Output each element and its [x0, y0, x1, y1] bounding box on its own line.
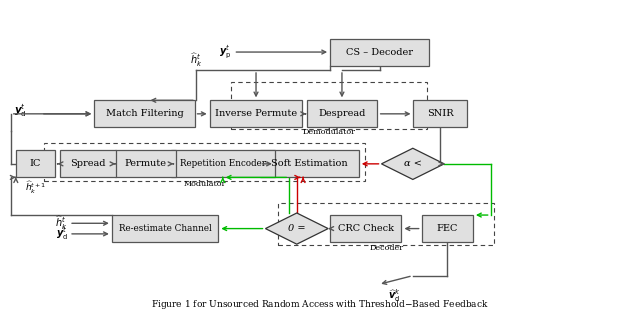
Text: Decoder: Decoder	[369, 244, 404, 252]
Text: Figure 1 for Unsourced Random Access with Threshold$-$Based Feedback: Figure 1 for Unsourced Random Access wit…	[151, 298, 489, 311]
Text: Inverse Permute: Inverse Permute	[215, 109, 297, 118]
FancyBboxPatch shape	[260, 150, 359, 177]
Text: $\widehat{h}^{t+1}_k$: $\widehat{h}^{t+1}_k$	[24, 180, 46, 196]
FancyBboxPatch shape	[115, 150, 176, 177]
Polygon shape	[381, 148, 444, 179]
Text: Permute: Permute	[125, 159, 166, 168]
Text: $\widehat{h}^t_k$: $\widehat{h}^t_k$	[56, 214, 68, 232]
Text: Match Filtering: Match Filtering	[106, 109, 183, 118]
Text: Soft Estimation: Soft Estimation	[271, 159, 348, 168]
Text: $\widehat{\boldsymbol{v}}^k_\mathrm{d}$: $\widehat{\boldsymbol{v}}^k_\mathrm{d}$	[388, 287, 400, 304]
Polygon shape	[266, 213, 328, 244]
Text: Repetition Encoder: Repetition Encoder	[180, 159, 266, 168]
Text: CRC Check: CRC Check	[338, 224, 394, 233]
Text: $\boldsymbol{y}^t_\mathrm{d}$: $\boldsymbol{y}^t_\mathrm{d}$	[56, 225, 68, 242]
FancyBboxPatch shape	[330, 38, 429, 66]
FancyBboxPatch shape	[413, 100, 467, 127]
Text: CS – Decoder: CS – Decoder	[346, 48, 413, 57]
Text: Spread: Spread	[70, 159, 106, 168]
FancyBboxPatch shape	[307, 100, 378, 127]
FancyBboxPatch shape	[330, 215, 401, 242]
Text: Re-estimate Channel: Re-estimate Channel	[118, 224, 211, 233]
Text: α <: α <	[404, 159, 422, 168]
Text: $\boldsymbol{y}^t_\mathrm{d}$: $\boldsymbol{y}^t_\mathrm{d}$	[14, 102, 27, 119]
Text: FEC: FEC	[436, 224, 458, 233]
Text: $\widehat{h}^t_k$: $\widehat{h}^t_k$	[189, 51, 202, 69]
Text: SNIR: SNIR	[427, 109, 454, 118]
Text: $\boldsymbol{y}_\mathrm{p}^t$: $\boldsymbol{y}_\mathrm{p}^t$	[219, 44, 231, 61]
FancyBboxPatch shape	[171, 150, 275, 177]
FancyBboxPatch shape	[60, 150, 116, 177]
FancyBboxPatch shape	[94, 100, 195, 127]
Text: Modulator: Modulator	[184, 180, 226, 188]
Text: Demodulator: Demodulator	[302, 128, 355, 136]
Text: IC: IC	[29, 159, 41, 168]
Text: Despread: Despread	[318, 109, 365, 118]
FancyBboxPatch shape	[422, 215, 473, 242]
FancyBboxPatch shape	[210, 100, 303, 127]
FancyBboxPatch shape	[112, 215, 218, 242]
FancyBboxPatch shape	[16, 150, 54, 177]
Text: 0 =: 0 =	[288, 224, 305, 233]
